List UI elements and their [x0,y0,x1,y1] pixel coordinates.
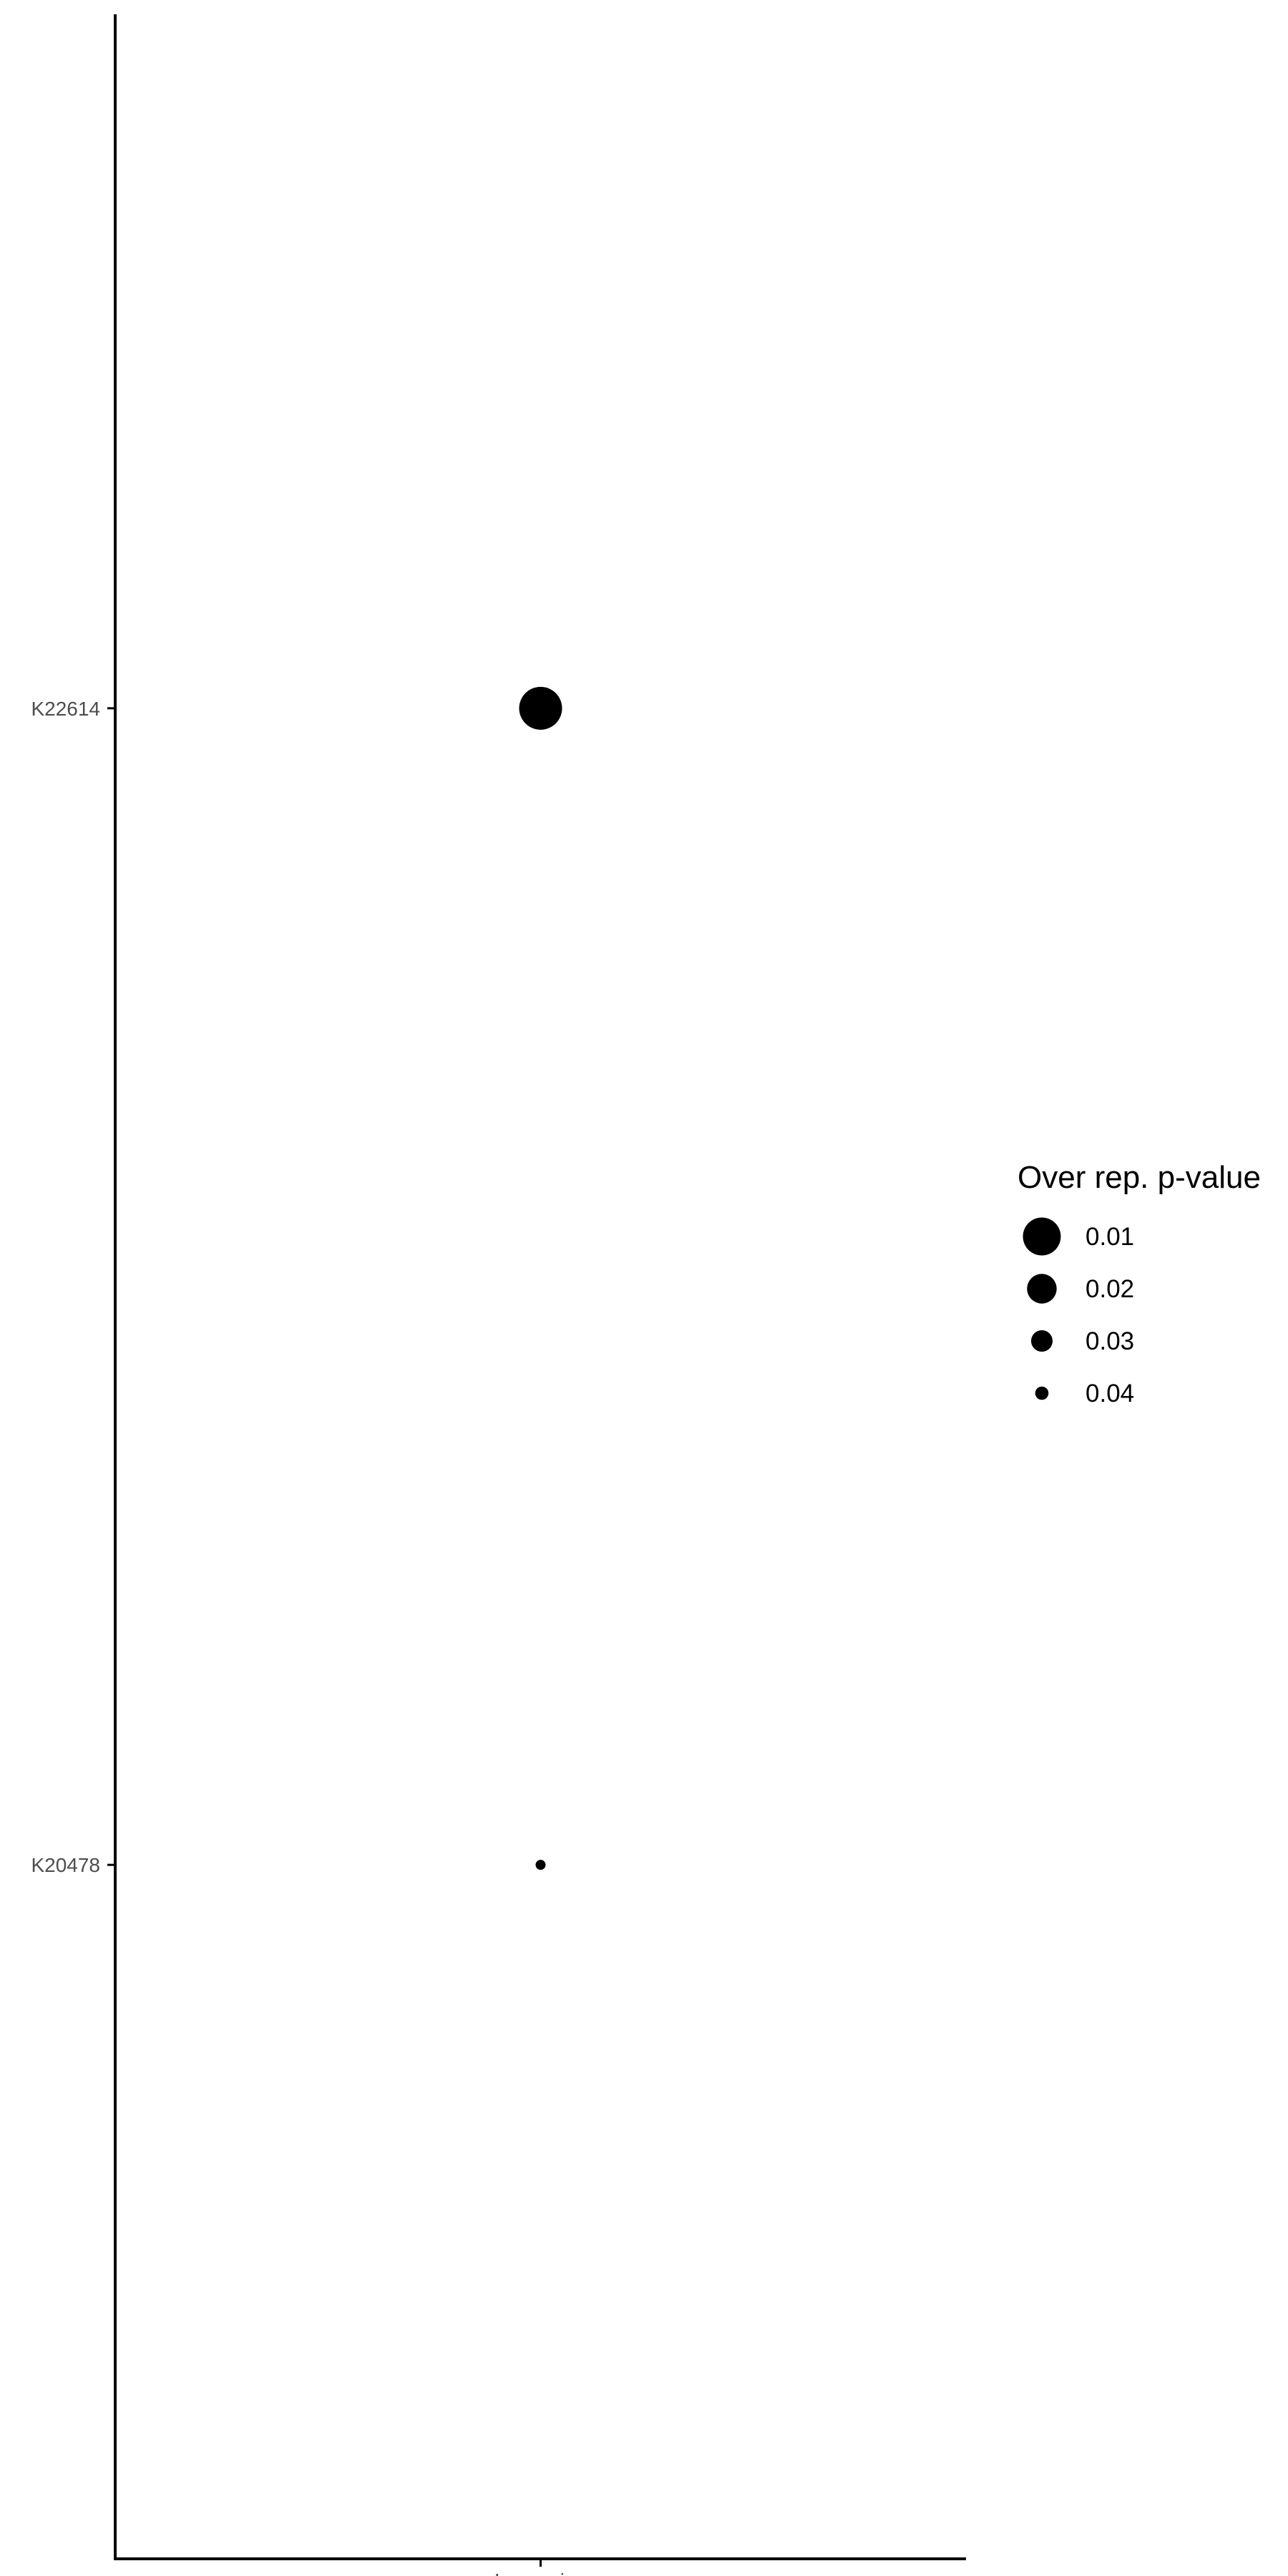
data-point-k20478 [535,1860,546,1870]
legend-key [1023,1217,1061,1256]
legend-label: 0.02 [1085,1275,1134,1303]
y-tick-label: K20478 [31,1854,100,1876]
y-ticks: K20478 K22614 [31,698,115,1876]
legend-entries: 0.01 0.02 0.03 0.04 [1023,1217,1134,1407]
legend-label: 0.04 [1085,1380,1134,1407]
legend-key [1035,1386,1049,1400]
data-point-k22614 [519,686,562,730]
legend: Over rep. p-value 0.01 0.02 0.03 0.04 [1018,1160,1261,1407]
legend-label: 0.01 [1085,1223,1134,1251]
x-ticks: Increasing [494,2559,587,2576]
data-points [519,686,562,1870]
legend-key [1027,1274,1057,1304]
x-tick-label: Increasing [494,2570,587,2576]
y-tick-label: K22614 [31,698,100,720]
legend-key [1030,1330,1053,1352]
legend-label: 0.03 [1085,1327,1134,1355]
legend-title: Over rep. p-value [1018,1160,1261,1195]
